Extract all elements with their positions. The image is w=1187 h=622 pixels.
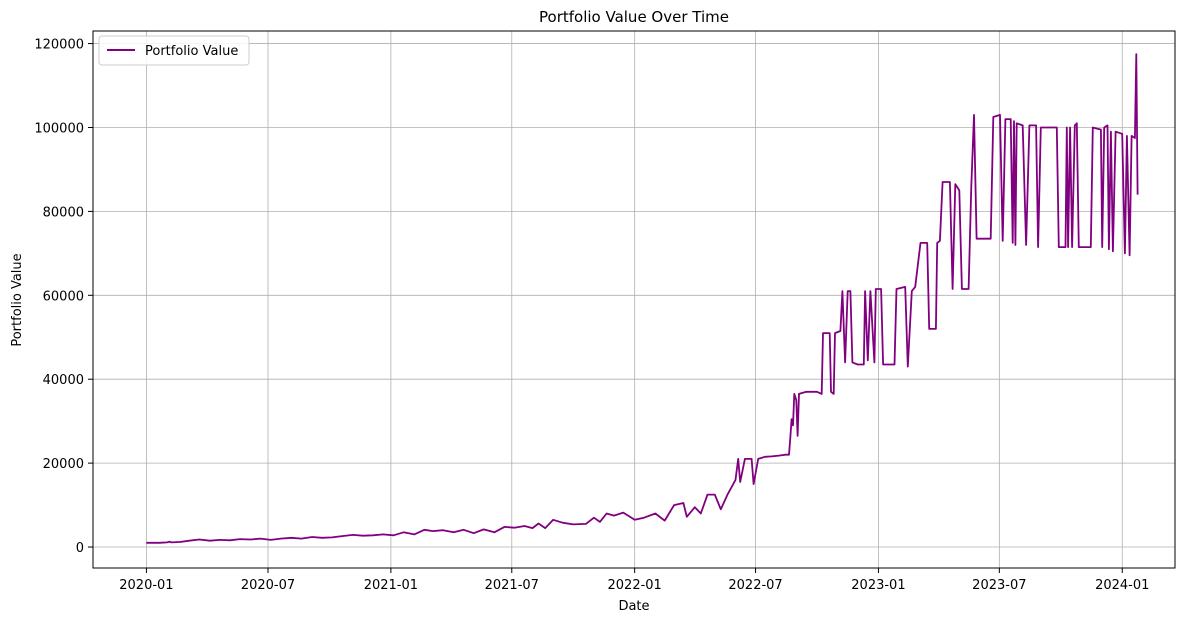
y-axis-title: Portfolio Value [10, 253, 25, 346]
series-line-portfolio-value [146, 53, 1139, 544]
series-layer [146, 53, 1139, 544]
x-tick-label: 2023-07 [972, 578, 1026, 593]
x-axis-title: Date [618, 599, 649, 614]
y-tick-label: 0 [76, 541, 84, 556]
x-tick-label: 2024-01 [1095, 578, 1149, 593]
chart-title: Portfolio Value Over Time [539, 8, 729, 26]
legend: Portfolio Value [98, 35, 250, 66]
x-tick-label: 2021-07 [485, 578, 539, 593]
x-tick-label: 2022-07 [728, 578, 782, 593]
x-tick-label: 2020-07 [241, 578, 295, 593]
y-tick-label: 80000 [43, 205, 84, 220]
y-tick-label: 120000 [34, 38, 84, 53]
x-axis-ticks: 2020-01 2020-07 2021-01 2021-07 2022-01 2022-… [119, 568, 1149, 593]
grid-lines [93, 31, 1175, 568]
y-axis-ticks: 0 20000 40000 60000 80000 100000 120000 [34, 38, 93, 556]
y-tick-label: 60000 [43, 289, 84, 304]
plot-background [93, 31, 1175, 568]
x-tick-label: 2021-01 [364, 578, 418, 593]
plot-frame [92, 30, 1176, 569]
y-tick-label: 40000 [43, 373, 84, 388]
x-tick-label: 2020-01 [119, 578, 173, 593]
y-tick-label: 100000 [34, 121, 84, 136]
y-tick-label: 20000 [43, 457, 84, 472]
legend-box [98, 35, 250, 66]
legend-label: Portfolio Value [145, 44, 238, 59]
x-tick-label: 2023-01 [851, 578, 905, 593]
x-tick-label: 2022-01 [608, 578, 662, 593]
